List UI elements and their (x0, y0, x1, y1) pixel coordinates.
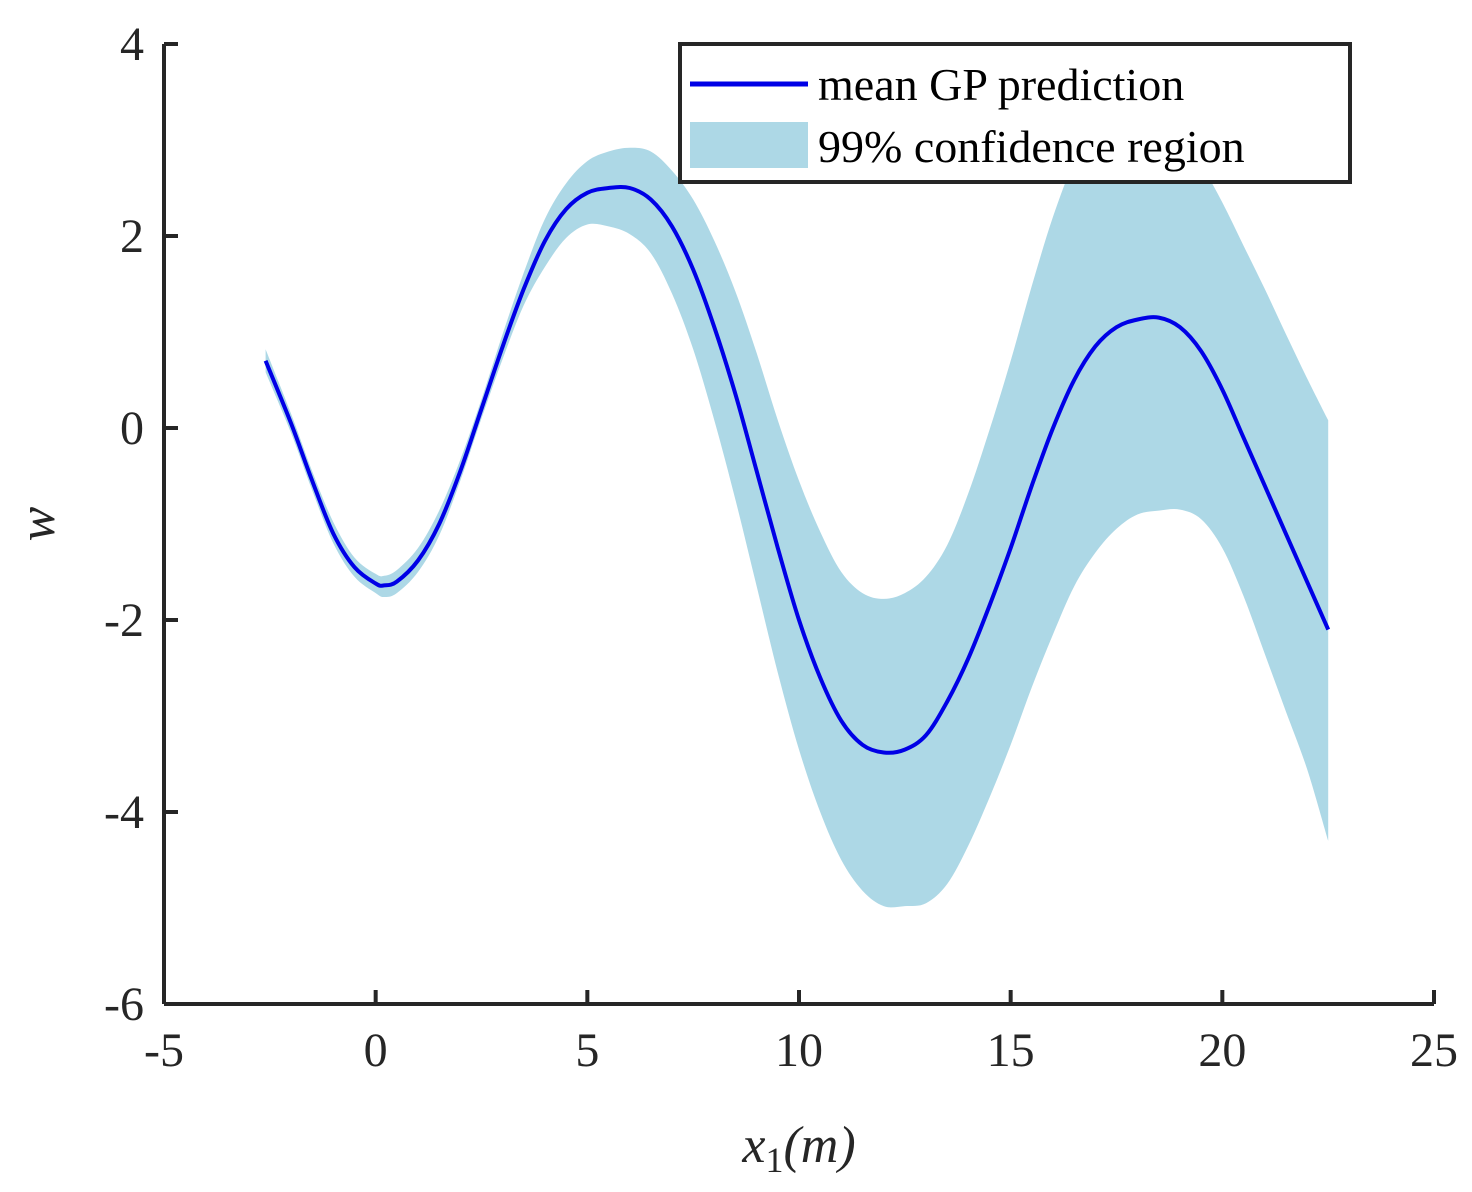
x-tick-label: 25 (1410, 1024, 1458, 1077)
y-tick-label: 2 (120, 210, 144, 263)
x-tick-label: 10 (775, 1024, 823, 1077)
confidence-band (265, 91, 1329, 908)
legend-mean-label: mean GP prediction (818, 59, 1184, 110)
x-tick-label: 15 (987, 1024, 1035, 1077)
legend-band-swatch (690, 122, 808, 168)
x-tick-label: 20 (1198, 1024, 1246, 1077)
x-tick-label: 0 (364, 1024, 388, 1077)
y-tick-label: -4 (104, 786, 144, 839)
x-tick-label: -5 (144, 1024, 184, 1077)
y-axis-label: w (9, 506, 66, 541)
x-tick-label: 5 (575, 1024, 599, 1077)
y-tick-label: -2 (104, 594, 144, 647)
y-tick-label: 0 (120, 402, 144, 455)
y-ticks: -6 -4 -2 0 2 4 (104, 18, 178, 1031)
y-tick-label: -6 (104, 978, 144, 1031)
y-tick-label: 4 (120, 18, 144, 71)
x-ticks: -5 0 5 10 15 20 25 (144, 990, 1458, 1077)
legend-band-label: 99% confidence region (818, 121, 1245, 172)
x-axis-label: x1(m) (741, 1117, 855, 1180)
mean-line (263, 184, 1331, 755)
legend: mean GP prediction 99% confidence region (678, 42, 1352, 184)
